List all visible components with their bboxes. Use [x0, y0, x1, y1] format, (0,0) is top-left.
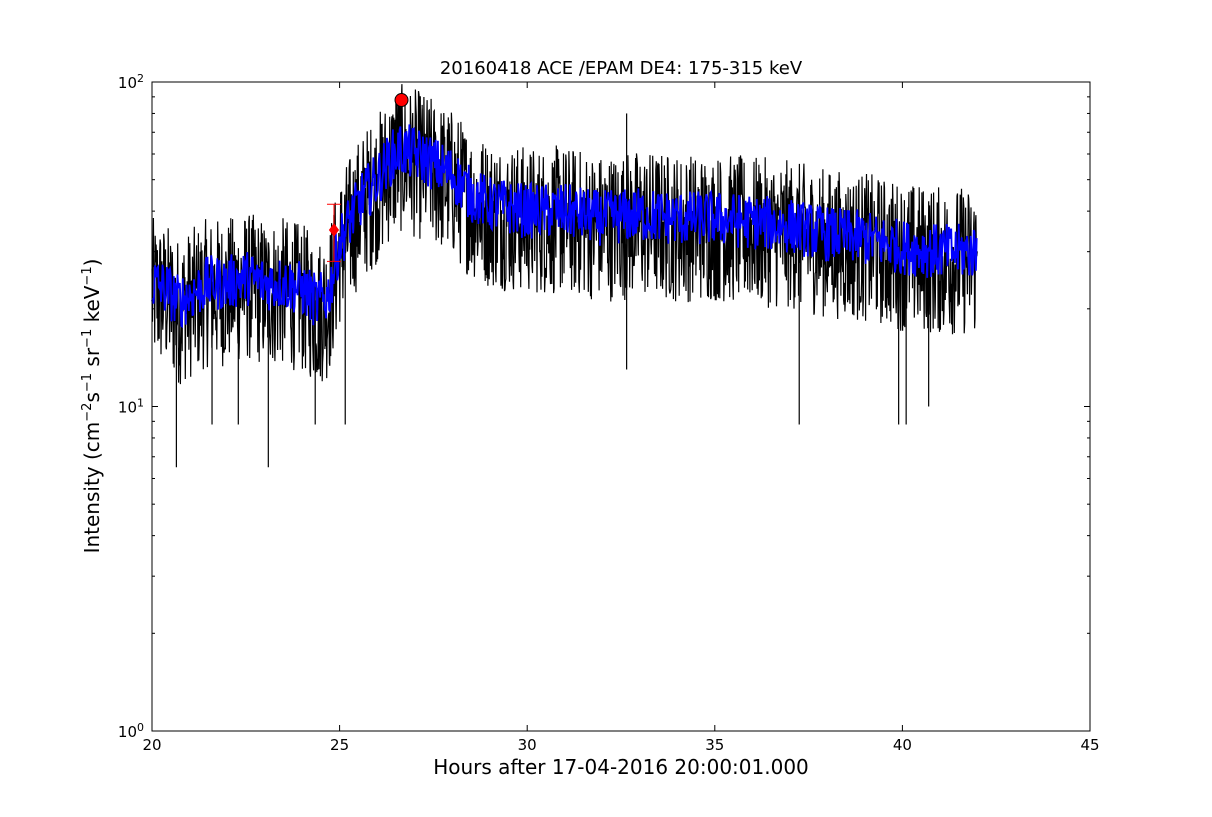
- y-axis-label-exp4: −1: [80, 266, 95, 285]
- x-tick-label: 30: [518, 736, 537, 754]
- y-axis-label-sr: sr: [80, 347, 104, 373]
- y-axis-label-s: s: [80, 392, 104, 402]
- y-axis-label-exp1: −2: [80, 403, 95, 422]
- chart-title: 20160418 ACE /EPAM DE4: 175-315 keV: [440, 58, 803, 79]
- raw-series-layer: [151, 84, 978, 468]
- y-axis-label: Intensity (cm−2s−1 sr−1 keV−1): [80, 259, 104, 554]
- x-axis-ticks: 20 25 30 35 40 45: [142, 82, 1100, 754]
- y-axis-label-suffix: ): [80, 259, 104, 267]
- x-tick-label: 25: [330, 736, 349, 754]
- y-axis-ticks: 100 101 102: [118, 72, 1090, 741]
- marker-layer: [326, 93, 409, 262]
- y-axis-label-kev: keV: [80, 285, 104, 329]
- y-tick-label: 101: [118, 397, 144, 417]
- smoothed-series-line: [151, 124, 978, 329]
- y-axis-label-exp2: −1: [80, 373, 95, 392]
- raw-series-line: [151, 84, 978, 385]
- x-axis-label: Hours after 17-04-2016 20:00:01.000: [433, 755, 809, 779]
- onset-marker: [328, 223, 340, 237]
- y-axis-label-exp3: −1: [80, 329, 95, 348]
- smoothed-series-layer: [151, 124, 978, 329]
- y-axis-label-prefix: Intensity (cm: [80, 422, 104, 554]
- x-tick-label: 35: [705, 736, 724, 754]
- y-tick-label: 102: [118, 72, 144, 92]
- peak-marker: [394, 93, 409, 108]
- x-tick-label: 20: [142, 736, 161, 754]
- x-tick-label: 45: [1080, 736, 1099, 754]
- x-tick-label: 40: [893, 736, 912, 754]
- y-tick-label: 100: [118, 721, 144, 741]
- plot-area: [151, 81, 1091, 732]
